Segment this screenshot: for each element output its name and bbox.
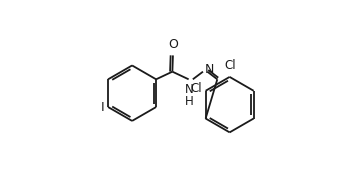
Text: N
H: N H (185, 83, 194, 108)
Text: I: I (101, 100, 104, 113)
Text: Cl: Cl (225, 59, 236, 72)
Text: Cl: Cl (190, 82, 202, 95)
Text: O: O (168, 38, 178, 51)
Text: N: N (205, 63, 214, 76)
